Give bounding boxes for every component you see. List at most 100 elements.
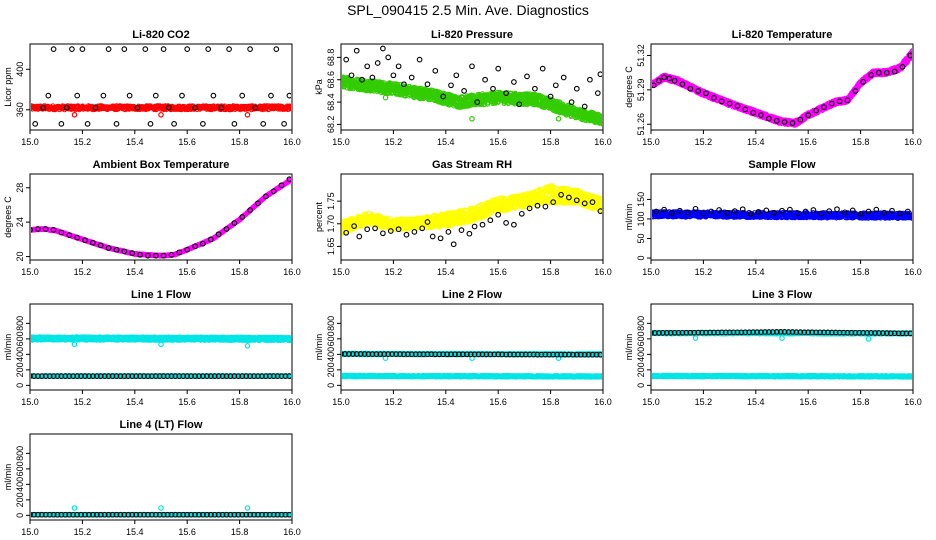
average-point (239, 92, 246, 99)
average-point (813, 107, 819, 114)
x-tick-label: 15.6 (178, 267, 196, 277)
data-layer (31, 176, 291, 259)
x-tick-label: 15.0 (332, 137, 350, 147)
average-point (348, 72, 355, 79)
average-point (432, 67, 439, 74)
y-tick-label: 51.32 (636, 44, 646, 67)
average-point (218, 104, 225, 111)
y-tick-label: 360 (15, 102, 25, 117)
average-point (45, 92, 52, 99)
outlier-point (158, 112, 164, 118)
average-point (160, 46, 167, 52)
average-point (424, 81, 431, 88)
x-tick-label: 15.4 (437, 137, 455, 147)
series-dense (31, 176, 291, 259)
average-point (166, 104, 172, 111)
y-tick-label: 68.4 (326, 93, 336, 111)
average-point (40, 104, 46, 111)
x-tick-label: 15.8 (542, 137, 560, 147)
average-point (74, 92, 81, 99)
average-point (353, 47, 360, 54)
y-tick-label: 51.26 (636, 113, 646, 136)
series-averages (652, 52, 912, 126)
series-averages (32, 46, 291, 127)
average-point (374, 60, 381, 66)
figure-title: SPL_090415 2.5 Min. Ave. Diagnostics (347, 2, 589, 18)
average-point (369, 74, 376, 81)
average-point (711, 95, 717, 101)
average-point (587, 76, 593, 83)
x-tick-label: 16.0 (283, 137, 301, 147)
x-tick-label: 15.8 (231, 267, 249, 277)
data-point (909, 48, 912, 54)
x-tick-label: 15.0 (21, 267, 39, 277)
panel-title: Li-820 Pressure (431, 29, 513, 41)
average-point (539, 65, 546, 72)
average-point (482, 76, 488, 83)
average-point (453, 72, 460, 79)
average-point (891, 68, 898, 75)
data-point (910, 52, 912, 58)
panel-title: Li-820 CO2 (132, 29, 189, 41)
x-tick-label: 15.8 (852, 137, 870, 147)
average-point (390, 72, 397, 79)
average-point (205, 46, 212, 52)
average-point (661, 74, 667, 81)
average-point (273, 46, 280, 52)
x-tick-label: 16.0 (594, 137, 612, 147)
x-tick-label: 15.6 (178, 137, 196, 147)
x-tick-label: 15.4 (126, 137, 144, 147)
average-point (766, 115, 772, 122)
y-axis-label: degrees C (624, 66, 634, 108)
average-point (758, 112, 764, 118)
average-point (416, 56, 423, 63)
average-point (461, 88, 467, 94)
average-point (805, 112, 812, 118)
average-point (286, 92, 291, 99)
average-point (105, 46, 112, 52)
plot-frame (340, 43, 604, 131)
average-point (671, 77, 678, 84)
average-point (210, 92, 217, 99)
x-tick-label: 16.0 (904, 137, 922, 147)
average-point (695, 88, 702, 94)
average-point (474, 99, 481, 105)
average-point (742, 106, 749, 113)
average-point (84, 121, 91, 127)
x-tick-label: 15.2 (695, 137, 713, 147)
average-point (152, 92, 159, 99)
average-point (652, 82, 657, 89)
average-point (171, 121, 177, 127)
average-point (581, 103, 588, 110)
y-tick-label: 20 (15, 252, 25, 262)
average-point (687, 85, 694, 92)
x-tick-label: 16.0 (283, 267, 301, 277)
average-point (750, 109, 757, 116)
plot-frame (29, 173, 293, 261)
y-tick-label: 68.6 (326, 71, 336, 89)
average-point (469, 63, 475, 70)
average-point (142, 46, 149, 52)
average-point (200, 121, 206, 127)
average-point (184, 46, 191, 52)
average-point (495, 65, 502, 72)
outlier-point (71, 112, 78, 118)
average-point (797, 116, 804, 123)
average-point (597, 71, 602, 78)
x-tick-label: 15.0 (642, 137, 660, 147)
average-point (781, 119, 788, 125)
outlier-point (469, 116, 475, 122)
average-point (440, 93, 447, 100)
y-tick-label: 68.2 (326, 116, 336, 134)
average-point (448, 82, 454, 89)
average-point (524, 73, 530, 80)
average-point (50, 46, 57, 52)
average-point (100, 92, 107, 99)
average-point (126, 92, 133, 99)
average-point (147, 121, 154, 127)
x-tick-label: 15.2 (74, 267, 92, 277)
average-point (58, 121, 65, 127)
